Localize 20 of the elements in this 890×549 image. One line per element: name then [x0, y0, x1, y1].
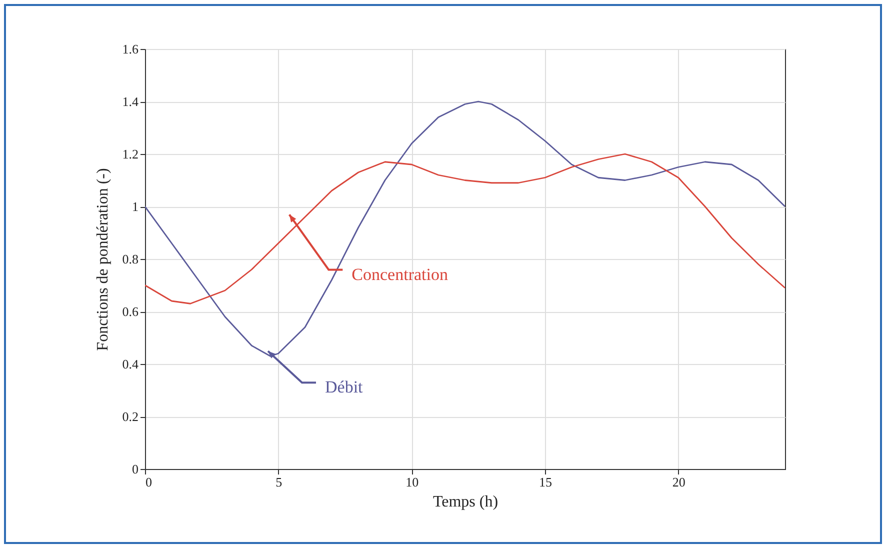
- y-tick-label: 1.6: [122, 42, 139, 56]
- y-tick-label: 0.2: [122, 409, 138, 424]
- y-tick-label: 0.6: [122, 304, 139, 319]
- y-tick-label: 0.4: [122, 356, 139, 372]
- y-tick-label: 0.8: [122, 252, 138, 266]
- x-tick-label: 10: [406, 474, 419, 490]
- y-tick-label: 1.2: [122, 146, 138, 162]
- y-tick-label: 0: [132, 462, 138, 476]
- x-axis-title: Temps (h): [432, 494, 498, 510]
- text: Débit: [325, 378, 364, 397]
- x-tick-label: 5: [276, 474, 282, 490]
- text: Concentration: [352, 264, 448, 284]
- x-tick-label: 0: [146, 474, 152, 490]
- y-tick-label: 1: [132, 199, 138, 214]
- y-axis-title: Fonctions de pondération (-): [94, 168, 112, 351]
- line-series: [145, 100, 785, 357]
- line-series: [145, 153, 785, 304]
- y-tick-label: 1.4: [122, 94, 139, 109]
- x-tick-label: 15: [539, 474, 552, 490]
- x-tick-label: 20: [672, 474, 686, 490]
